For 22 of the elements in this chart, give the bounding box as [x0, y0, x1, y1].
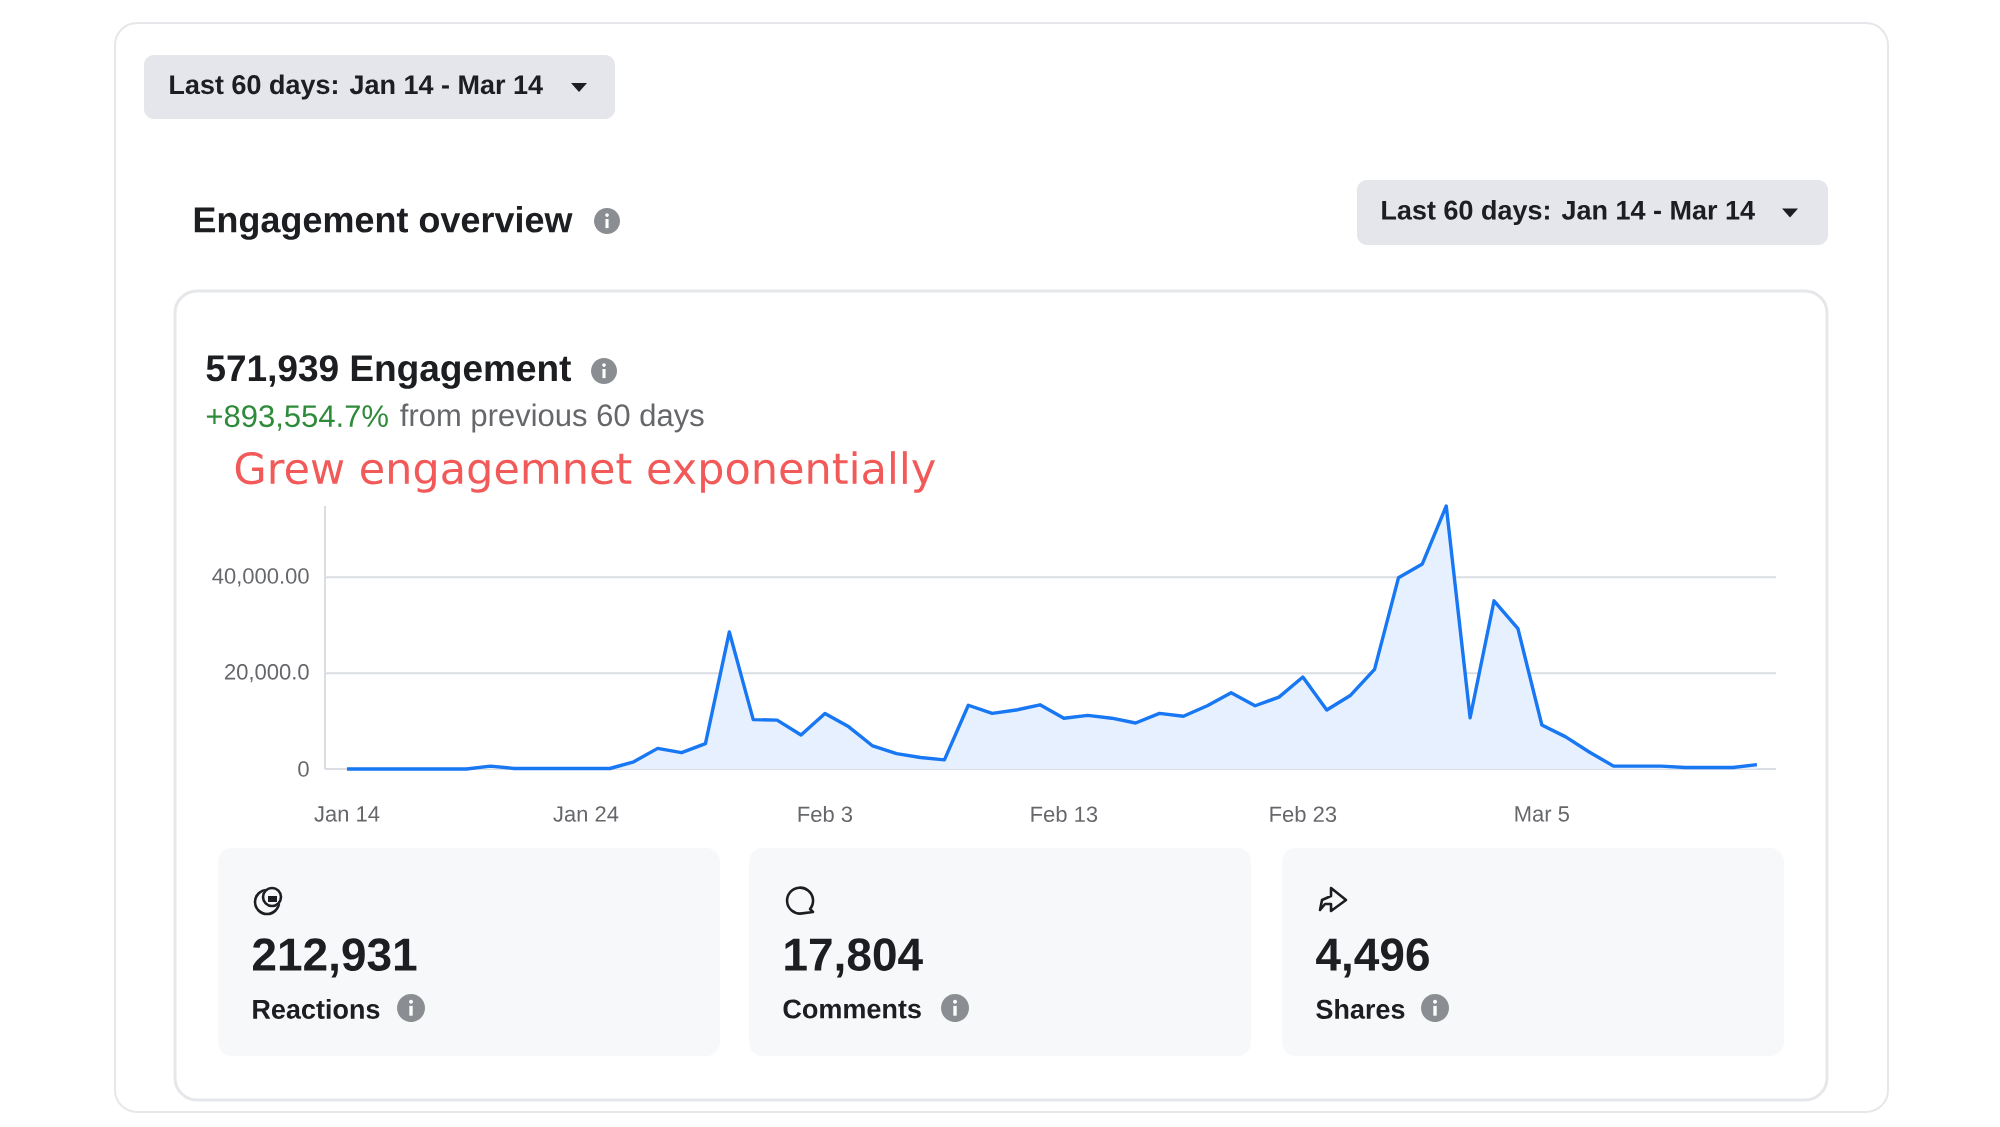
- text: Last 60 days: Jan 14 - Mar 14: [170, 74, 543, 100]
- chart-title: Engagement overview: [194, 206, 573, 240]
- text: 4,496: [1316, 938, 1429, 978]
- text: 17,804: [785, 938, 923, 978]
- y-tick-label: 0: [298, 761, 309, 777]
- text: Comments: [783, 999, 921, 1019]
- x-tick-label: Jan 14: [314, 806, 380, 822]
- text: Last 60 days: Jan 14 - Mar 14: [1382, 199, 1755, 226]
- y-tick-label: 20,000.0: [225, 664, 309, 683]
- x-tick-label: Jan 24: [553, 806, 619, 822]
- text: +893,554.7%: [206, 405, 388, 431]
- x-tick-label: Mar 5: [1515, 806, 1569, 822]
- chart-subtitle: 571,939 Engagement: [206, 355, 571, 389]
- text: from previous 60 days: [400, 403, 704, 433]
- text: Shares: [1316, 999, 1405, 1019]
- text: Grew engagemnet exponentially: [235, 451, 936, 493]
- x-tick-label: Feb 13: [1031, 805, 1098, 823]
- x-tick-label: Feb 23: [1270, 805, 1337, 823]
- x-tick-label: Feb 3: [798, 805, 853, 823]
- text: Reactions: [253, 999, 380, 1019]
- text: 212,931: [253, 938, 417, 978]
- y-tick-label: 40,000.00: [212, 568, 309, 587]
